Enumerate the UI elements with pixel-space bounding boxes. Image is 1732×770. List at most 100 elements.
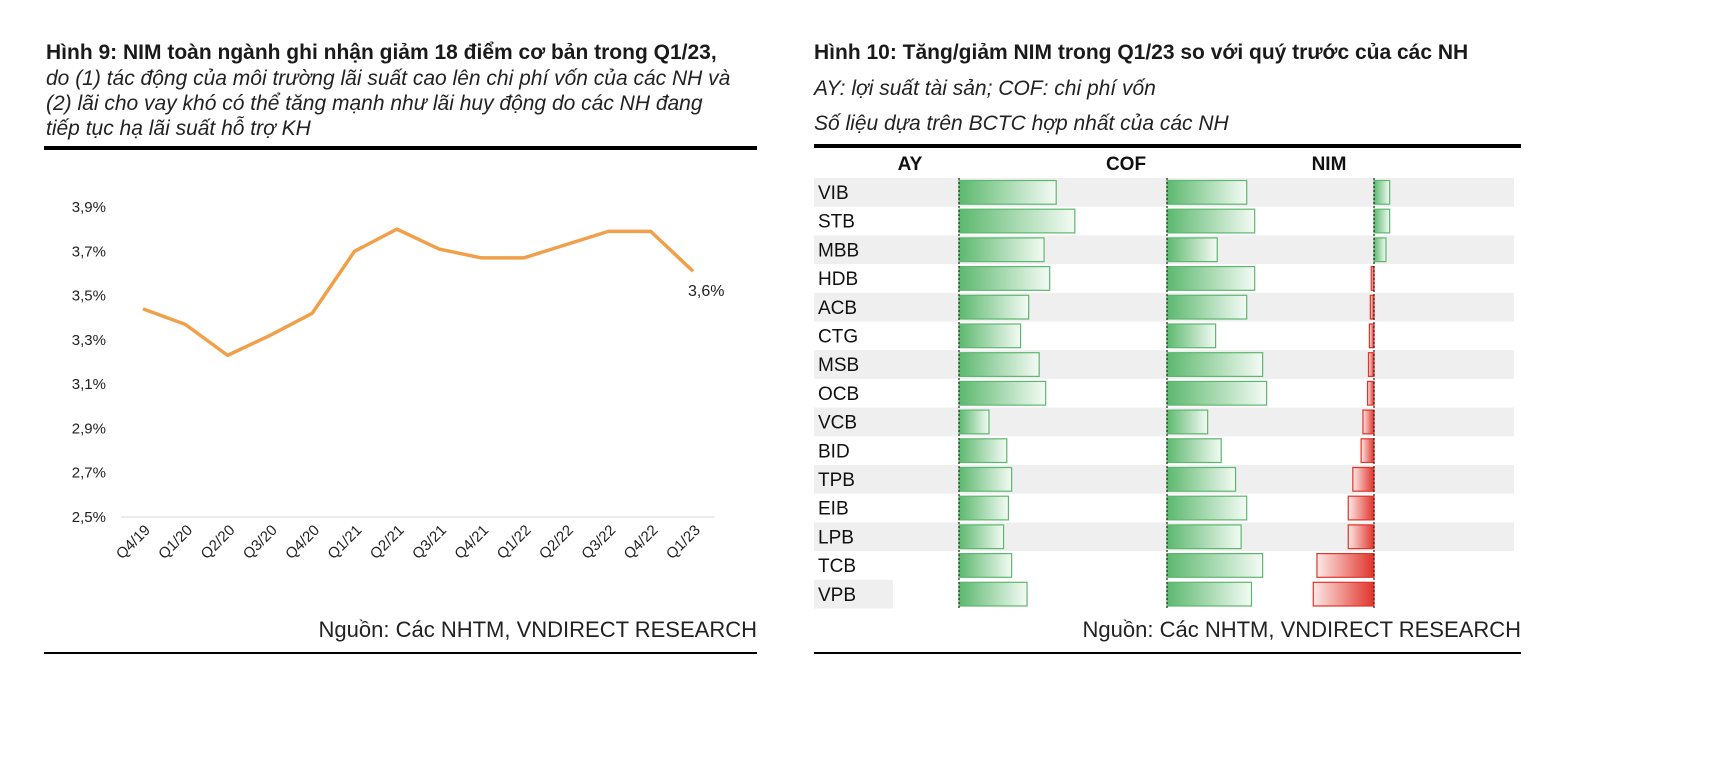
left-figure: Hình 9: NIM toàn ngành ghi nhận giảm 18 … (0, 0, 860, 770)
nim-bar (1366, 380, 1375, 406)
bank-label: LPB (818, 527, 854, 548)
x-tick-label: Q2/21 (367, 522, 408, 563)
cof-bar (1166, 553, 1264, 578)
ay-bar (958, 265, 1051, 291)
nim-breakdown-bar-chart: AY COF NIM VIB STB MBB HDB ACB CTG MSB OCB VCB BID TP… (814, 154, 1514, 609)
x-tick-label: Q3/21 (409, 522, 450, 563)
x-tick-label: Q3/22 (578, 522, 619, 563)
bank-label: MBB (818, 240, 859, 261)
column-header: COF (1106, 154, 1146, 175)
bank-label: HDB (818, 269, 858, 290)
x-tick-label: Q4/22 (621, 522, 662, 563)
x-tick-label: Q1/20 (155, 522, 196, 563)
ay-bar (958, 581, 1028, 607)
y-tick-label: 3,9% (72, 199, 106, 216)
left-bottom-rule (44, 652, 757, 654)
right-bottom-rule (814, 652, 1521, 654)
nim-bar (1312, 581, 1375, 607)
y-tick-label: 3,3% (72, 332, 106, 349)
ay-bar (958, 179, 1057, 205)
row-shade (814, 579, 893, 609)
nim-series-line (142, 227, 695, 358)
ay-bar (958, 495, 1010, 521)
cof-bar (1166, 179, 1248, 205)
x-tick-label: Q4/19 (113, 522, 154, 563)
right-figure: Hình 10: Tăng/giảm NIM trong Q1/23 so vớ… (814, 0, 1732, 770)
y-tick-label: 2,9% (72, 420, 106, 437)
nim-bar (1352, 466, 1375, 492)
cof-bar (1166, 495, 1248, 521)
ay-bar (958, 524, 1005, 550)
bank-label: OCB (818, 384, 859, 405)
column-header: NIM (1312, 154, 1347, 175)
ay-bar (958, 409, 990, 435)
ay-bar (958, 294, 1030, 320)
nim-bar (1362, 409, 1375, 435)
bank-label: STB (818, 212, 855, 233)
right-top-rule (814, 144, 1521, 148)
nim-bar (1360, 438, 1375, 464)
cof-bar (1166, 380, 1268, 406)
right-figure-subtitle-2: Số liệu dựa trên BCTC hợp nhất của các N… (814, 112, 1229, 135)
cof-bar (1166, 237, 1218, 263)
nim-bar (1347, 495, 1375, 521)
ay-bar (958, 380, 1047, 406)
nim-bar (1367, 352, 1375, 377)
row-shade (814, 522, 1514, 552)
x-tick-label: Q1/23 (663, 522, 704, 563)
y-tick-label: 3,7% (72, 243, 106, 260)
x-tick-label: Q3/20 (240, 522, 281, 563)
cof-bar (1166, 352, 1264, 377)
cof-bar (1166, 581, 1253, 607)
ay-bar (958, 553, 1013, 578)
right-figure-title: Hình 10: Tăng/giảm NIM trong Q1/23 so vớ… (814, 41, 1469, 64)
cof-bar (1166, 208, 1256, 234)
right-source: Nguồn: Các NHTM, VNDIRECT RESEARCH (1082, 617, 1521, 642)
nim-line-chart: 2,5%2,7%2,9%3,1%3,3%3,5%3,7%3,9%Q4/19 Q1/… (72, 199, 725, 563)
ay-bar (958, 323, 1022, 349)
cof-bar (1166, 466, 1237, 492)
cof-bar (1166, 294, 1248, 320)
ay-bar (958, 438, 1008, 464)
y-tick-label: 2,7% (72, 465, 106, 482)
bank-label: TPB (818, 470, 855, 491)
cof-bar (1166, 265, 1256, 291)
cof-bar (1166, 438, 1222, 464)
cof-bar (1166, 524, 1242, 550)
last-value-label: 3,6% (688, 283, 724, 300)
left-figure-subtitle-1: do (1) tác động của môi trường lãi suất … (46, 67, 731, 90)
cof-bar (1166, 409, 1209, 435)
bank-label: BID (818, 441, 850, 462)
y-tick-label: 3,5% (72, 288, 106, 305)
bank-label: CTG (818, 327, 858, 348)
y-tick-label: 3,1% (72, 376, 106, 393)
left-figure-subtitle-2: (2) lãi cho vay khó có thể tăng mạnh như… (46, 92, 703, 115)
row-shade (814, 350, 1514, 379)
bank-label: EIB (818, 499, 849, 520)
nim-bar (1347, 524, 1375, 550)
left-figure-title: Hình 9: NIM toàn ngành ghi nhận giảm 18 … (46, 41, 717, 64)
row-shade (814, 178, 1514, 207)
x-tick-label: Q4/21 (451, 522, 492, 563)
right-figure-subtitle-1: AY: lợi suất tài sản; COF: chi phí vốn (814, 77, 1156, 100)
x-tick-label: Q2/22 (536, 522, 577, 563)
bank-label: VCB (818, 413, 857, 434)
bank-label: VPB (818, 585, 856, 606)
nim-bar (1373, 179, 1391, 205)
ay-bar (958, 237, 1045, 263)
x-tick-label: Q4/20 (282, 522, 323, 563)
left-figure-subtitle-3: tiếp tục hạ lãi suất hỗ trợ KH (46, 117, 311, 140)
x-tick-label: Q2/20 (198, 522, 239, 563)
bank-label: VIB (818, 183, 849, 204)
x-tick-label: Q1/22 (494, 522, 535, 563)
ay-bar (958, 466, 1013, 492)
row-shade (814, 407, 1514, 437)
row-shade (814, 235, 1514, 265)
bank-label: ACB (818, 298, 857, 319)
bank-label: MSB (818, 355, 859, 376)
cof-bar (1166, 323, 1217, 349)
left-source: Nguồn: Các NHTM, VNDIRECT RESEARCH (318, 617, 757, 642)
row-shade (814, 465, 1514, 494)
ay-bar (958, 208, 1076, 234)
y-tick-label: 2,5% (72, 509, 106, 526)
